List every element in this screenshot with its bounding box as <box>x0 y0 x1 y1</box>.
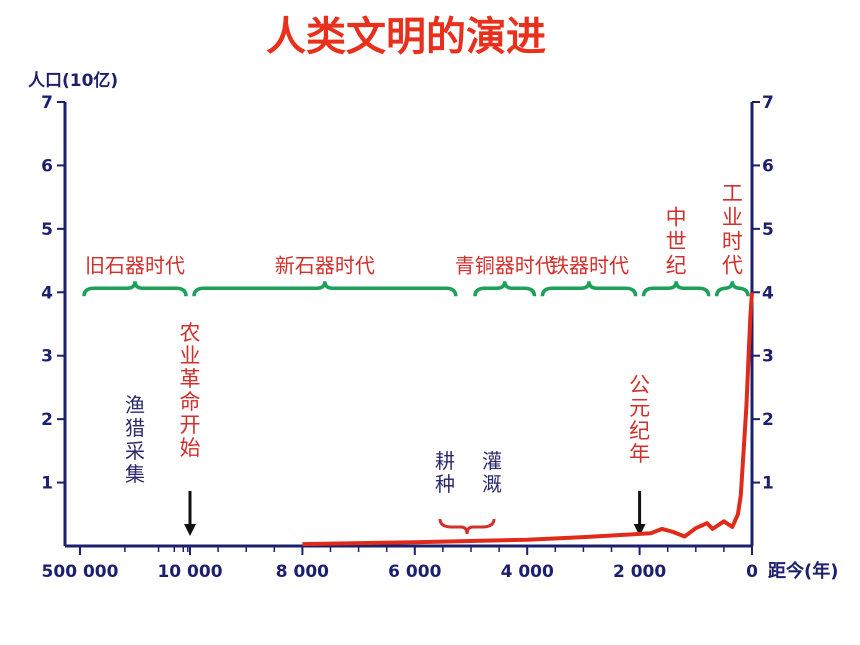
annotation-char: 集 <box>125 462 145 486</box>
annotation-char: 农 <box>180 321 201 345</box>
x-tick-label: 4 000 <box>501 562 554 582</box>
y-tick-label-right: 3 <box>762 347 774 367</box>
annotation-arrowhead <box>633 524 646 536</box>
x-tick-label: 2 000 <box>613 562 666 582</box>
era-label-char: 中 <box>666 205 687 229</box>
y-tick-label-right: 6 <box>762 156 774 176</box>
y-tick-label-left: 6 <box>41 156 53 176</box>
series-group <box>302 292 754 547</box>
era-label-char: 纪 <box>666 253 687 277</box>
era-label: 旧石器时代 <box>85 253 185 277</box>
annotation-char: 公 <box>629 373 650 397</box>
y-tick-label-left: 1 <box>41 474 53 494</box>
era-brace <box>540 281 638 297</box>
era-brace <box>192 281 458 297</box>
era-brace <box>473 281 537 297</box>
x-tick-label: 6 000 <box>388 562 441 582</box>
era-label-char: 业 <box>722 205 743 229</box>
annotation-char: 采 <box>125 439 145 463</box>
era-brace <box>641 281 711 297</box>
axes: 1 1 2 2 3 3 4 4 5 5 6 6 7 7 500 000 10 000 8 000 6 000 4 0… <box>41 93 774 582</box>
x-tick-label: 0 <box>746 562 758 582</box>
farming-brace <box>438 518 496 535</box>
x-tick-label: 500 000 <box>42 562 119 582</box>
y-tick-label-left: 5 <box>41 220 53 240</box>
y-tick-label-left: 4 <box>41 283 53 303</box>
chart-title: 人类文明的演进 <box>266 14 546 60</box>
era-label-char: 世 <box>666 229 687 253</box>
annotation-char: 渔 <box>125 393 145 417</box>
annotation-char: 始 <box>180 436 201 460</box>
x-axis-label: 距今(年) <box>768 560 838 582</box>
population-line <box>302 292 754 547</box>
era-brace <box>714 281 750 297</box>
annotation-char: 革 <box>180 367 201 391</box>
era-label-char: 代 <box>722 253 743 277</box>
annotation-char: 溉 <box>482 472 502 496</box>
era-label: 青铜器时代 <box>455 253 555 277</box>
y-tick-label-right: 5 <box>762 220 774 240</box>
annotation-char: 灌 <box>482 449 502 473</box>
annotation-char: 元 <box>629 396 650 420</box>
y-tick-label-right: 1 <box>762 474 774 494</box>
annotation-char: 纪 <box>629 419 650 443</box>
annotation-char: 业 <box>180 344 201 368</box>
annotation-char: 猎 <box>125 416 145 440</box>
y-tick-label-left: 2 <box>41 410 53 430</box>
y-tick-label-right: 7 <box>762 93 774 113</box>
y-tick-label-right: 4 <box>762 283 774 303</box>
era-label-char: 时 <box>722 229 743 253</box>
era-label: 新石器时代 <box>275 253 375 277</box>
annotation-char: 开 <box>180 413 201 437</box>
annotation-arrowhead <box>184 524 196 536</box>
era-label: 铁器时代 <box>549 253 629 277</box>
era-brace <box>82 281 188 297</box>
annotation-char: 命 <box>180 390 201 414</box>
annotation-char: 耕 <box>435 449 455 473</box>
annotation-char: 种 <box>435 472 455 496</box>
y-tick-label-left: 7 <box>41 93 53 113</box>
annotation-char: 年 <box>629 442 650 466</box>
x-tick-label: 8 000 <box>276 562 329 582</box>
y-axis-label: 人口(10亿) <box>28 70 118 91</box>
era-braces <box>82 281 750 297</box>
y-tick-label-right: 2 <box>762 410 774 430</box>
y-tick-label-left: 3 <box>41 347 53 367</box>
era-label-char: 工 <box>722 181 743 205</box>
x-tick-label: 10 000 <box>157 562 222 582</box>
